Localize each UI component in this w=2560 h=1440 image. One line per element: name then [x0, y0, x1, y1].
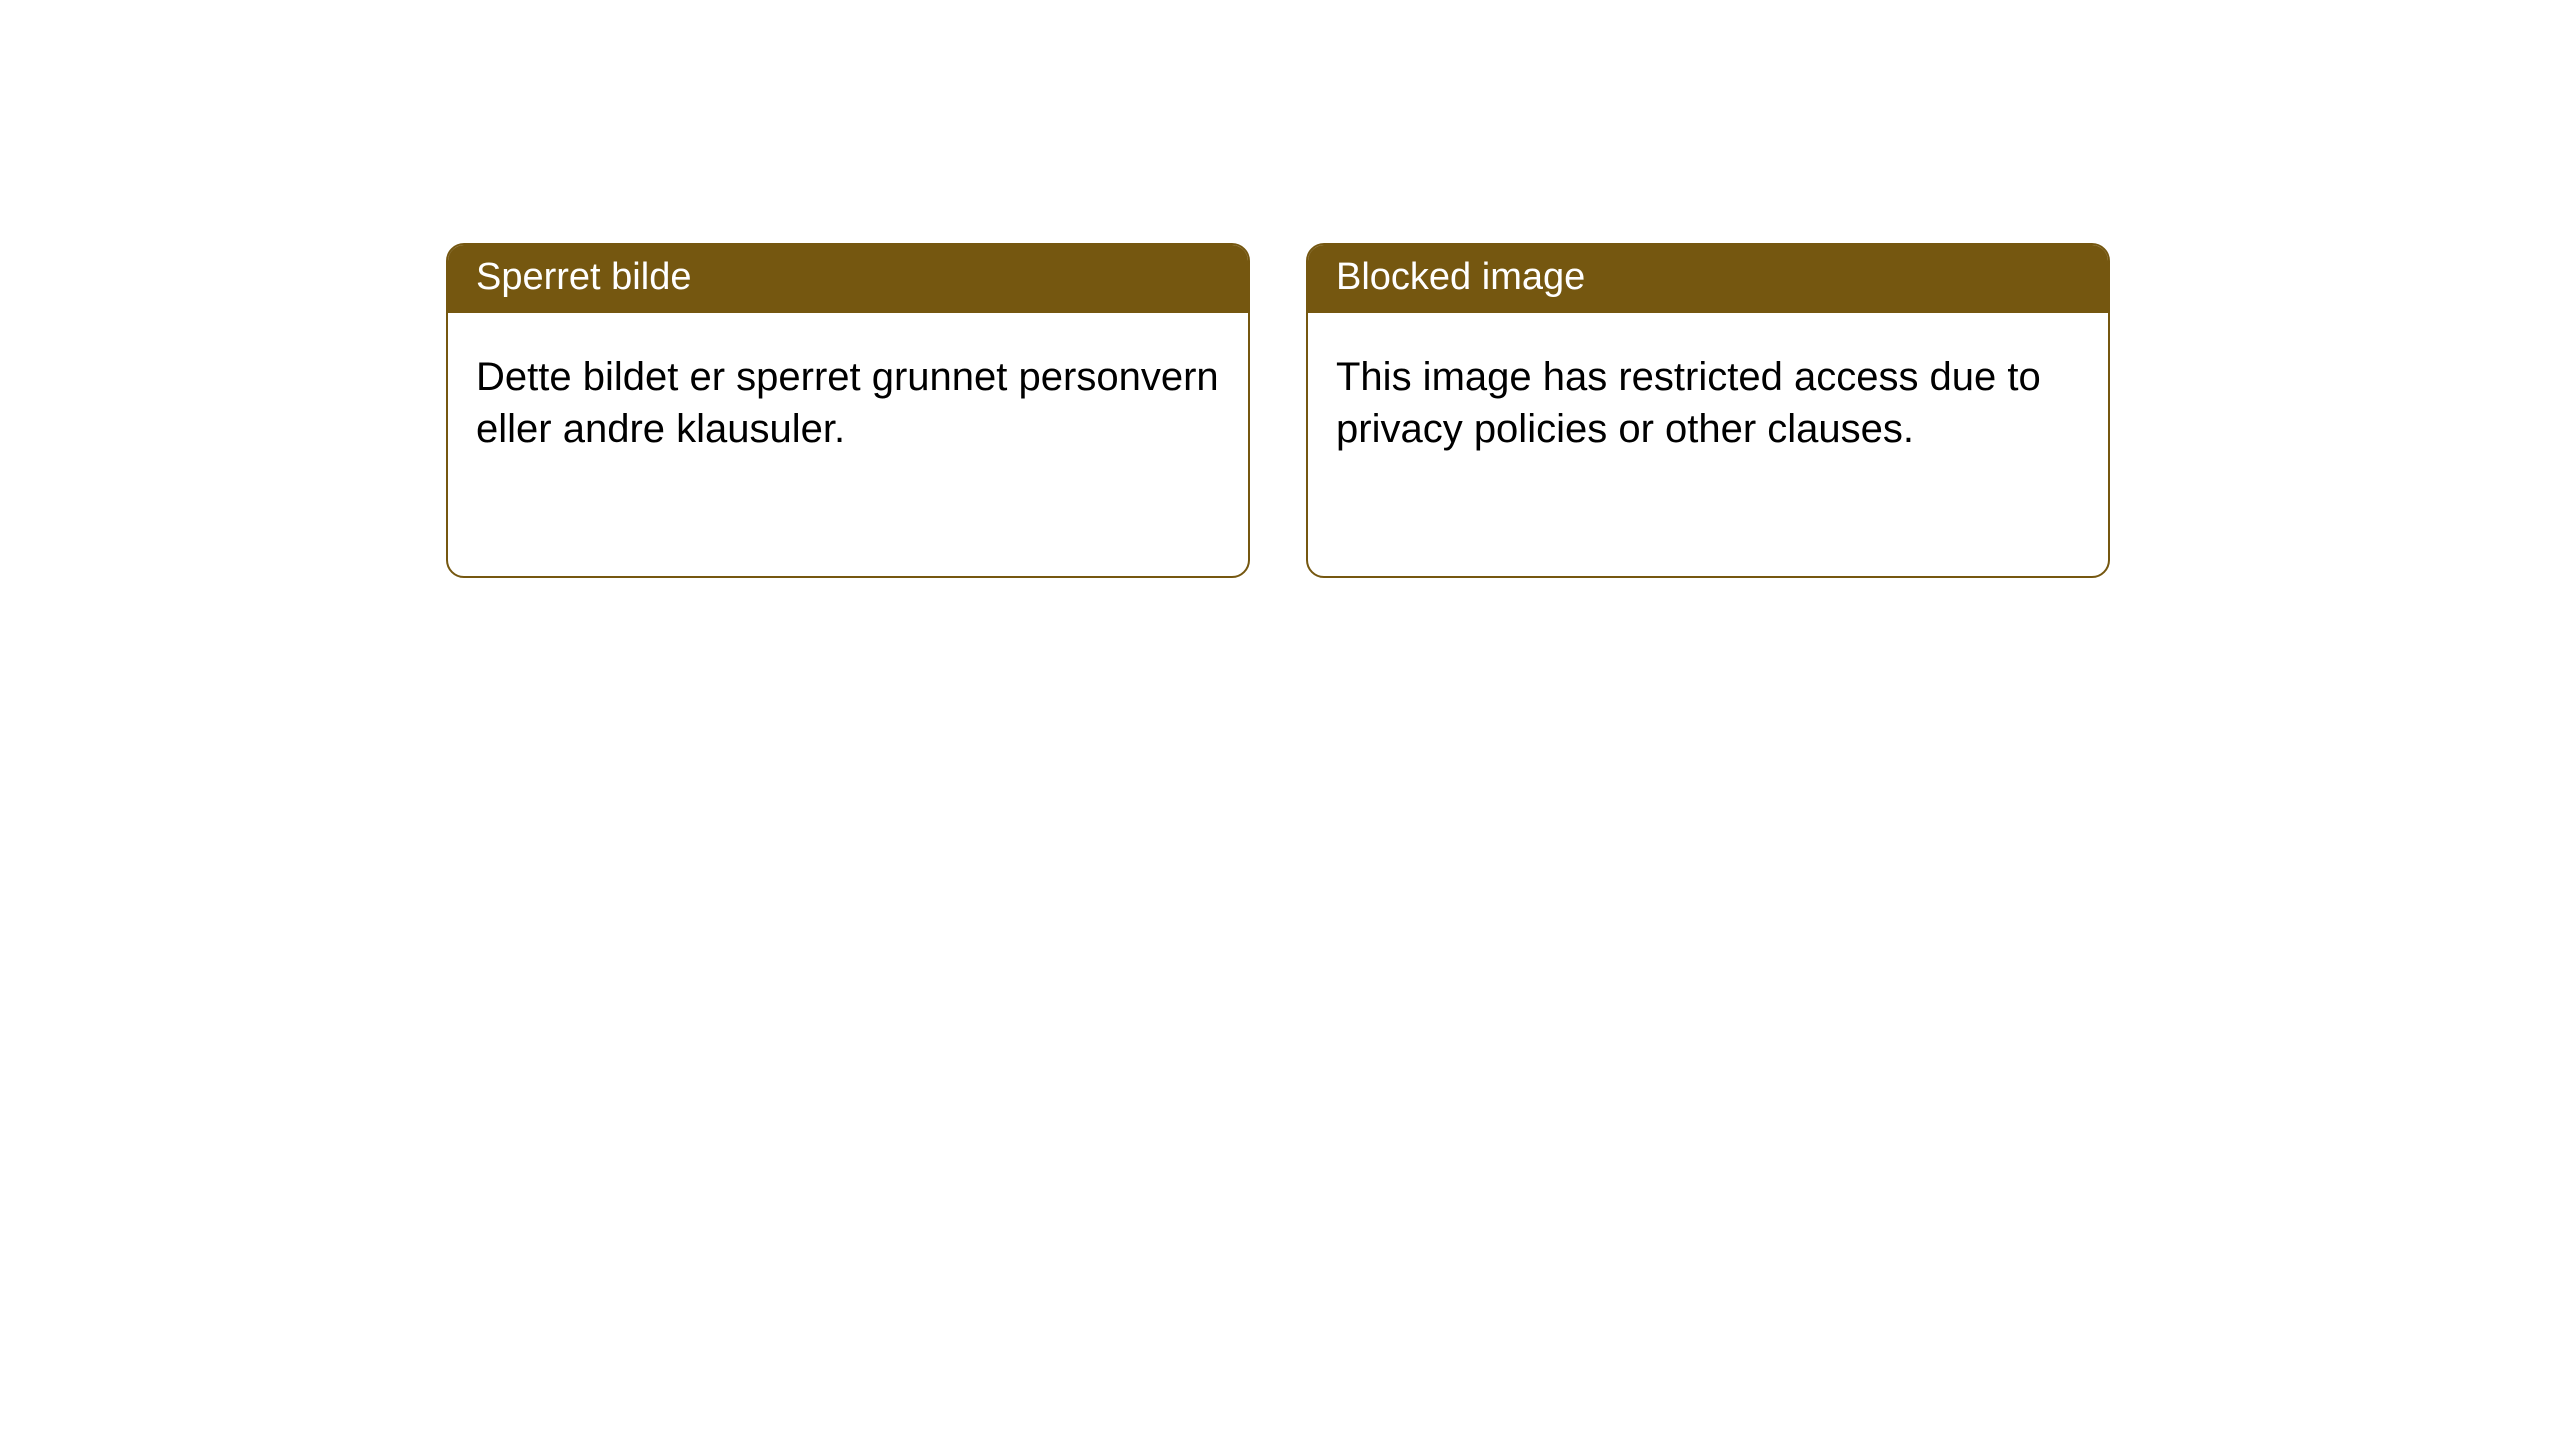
notice-body: Dette bildet er sperret grunnet personve…	[448, 313, 1248, 483]
notice-body: This image has restricted access due to …	[1308, 313, 2108, 483]
notice-container: Sperret bilde Dette bildet er sperret gr…	[0, 0, 2560, 578]
notice-card-norwegian: Sperret bilde Dette bildet er sperret gr…	[446, 243, 1250, 578]
notice-title: Blocked image	[1308, 245, 2108, 313]
notice-title: Sperret bilde	[448, 245, 1248, 313]
notice-card-english: Blocked image This image has restricted …	[1306, 243, 2110, 578]
